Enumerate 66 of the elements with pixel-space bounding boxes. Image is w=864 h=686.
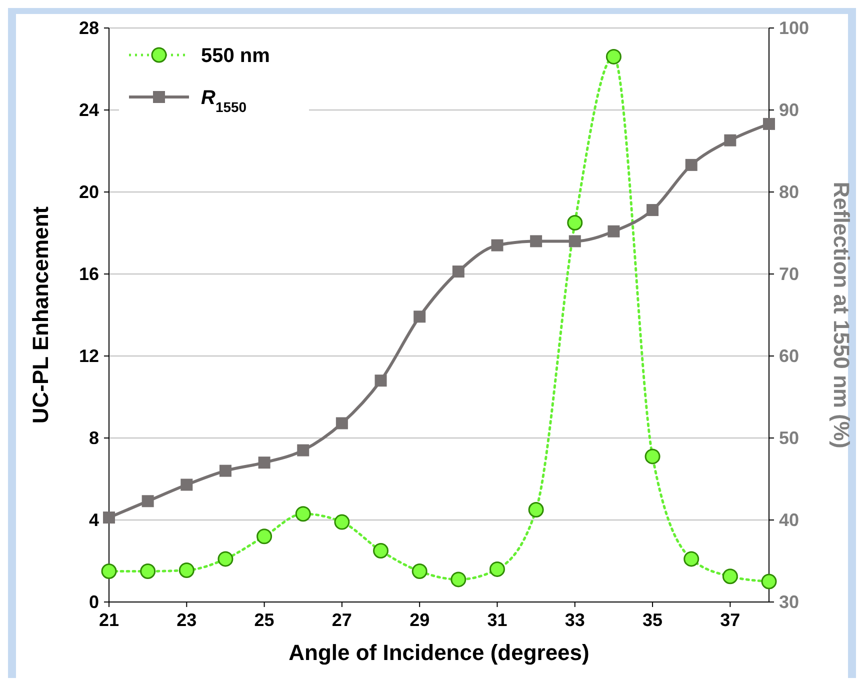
point xyxy=(567,215,583,230)
point xyxy=(219,464,232,477)
point xyxy=(256,528,272,544)
x-tick-label: 25 xyxy=(254,610,274,630)
y-tick-label: 28 xyxy=(78,18,99,38)
point xyxy=(761,574,777,590)
y2-tick-label: 50 xyxy=(779,428,800,448)
x-tick-label: 31 xyxy=(487,610,508,630)
y2-axis-title: Reflection at 1550 nm (%) xyxy=(829,182,854,448)
y2-tick-label: 80 xyxy=(779,182,800,202)
point xyxy=(450,572,466,588)
point xyxy=(142,495,154,508)
point xyxy=(724,134,736,146)
point xyxy=(452,266,464,278)
point xyxy=(763,118,775,130)
point xyxy=(336,417,348,430)
point xyxy=(101,564,117,579)
x-tick-label: 37 xyxy=(720,610,740,630)
point xyxy=(646,204,659,216)
y-tick-label: 16 xyxy=(78,264,99,284)
point xyxy=(414,310,426,323)
x-tick-label: 23 xyxy=(176,610,197,630)
point xyxy=(568,235,581,248)
point xyxy=(606,48,622,64)
point xyxy=(644,448,660,464)
point xyxy=(530,235,542,248)
x-tick-label: 33 xyxy=(564,610,585,630)
x-tick-label: 35 xyxy=(642,610,663,630)
point xyxy=(412,564,428,579)
y2-tick-label: 40 xyxy=(779,510,800,530)
y2-tick-label: 100 xyxy=(779,18,810,38)
y-tick-label: 4 xyxy=(88,510,99,530)
x-tick-label: 27 xyxy=(332,610,352,630)
point xyxy=(178,562,194,578)
point xyxy=(489,561,505,577)
point xyxy=(528,502,544,518)
y2-tick-label: 70 xyxy=(779,264,800,284)
point xyxy=(684,551,700,567)
point xyxy=(218,551,234,567)
x-axis-title: Angle of Incidence (degrees) xyxy=(288,640,590,665)
point xyxy=(295,506,311,522)
point xyxy=(103,512,115,524)
point xyxy=(608,225,620,238)
y2-tick-label: 90 xyxy=(779,100,800,120)
y-axis-title: UC-PL Enhancement xyxy=(28,206,53,424)
point xyxy=(334,514,350,530)
point xyxy=(374,374,387,387)
y2-tick-label: 60 xyxy=(779,346,800,366)
point xyxy=(373,543,389,558)
point xyxy=(258,456,270,469)
x-tick-label: 29 xyxy=(410,610,430,630)
point xyxy=(297,444,310,456)
point xyxy=(140,564,156,579)
x-tick-label: 21 xyxy=(98,610,120,630)
point xyxy=(685,158,698,171)
y-tick-label: 8 xyxy=(88,428,99,448)
y-tick-label: 24 xyxy=(78,100,99,120)
y-tick-label: 12 xyxy=(78,346,99,366)
y-tick-label: 0 xyxy=(88,592,99,612)
point xyxy=(491,239,504,252)
point xyxy=(180,478,193,491)
point xyxy=(722,568,738,584)
y-tick-label: 20 xyxy=(78,182,99,202)
legend-label: R$_{1550}$ xyxy=(201,87,247,115)
legend-label: 550 nm xyxy=(201,45,270,67)
y2-tick-label: 30 xyxy=(779,592,800,612)
